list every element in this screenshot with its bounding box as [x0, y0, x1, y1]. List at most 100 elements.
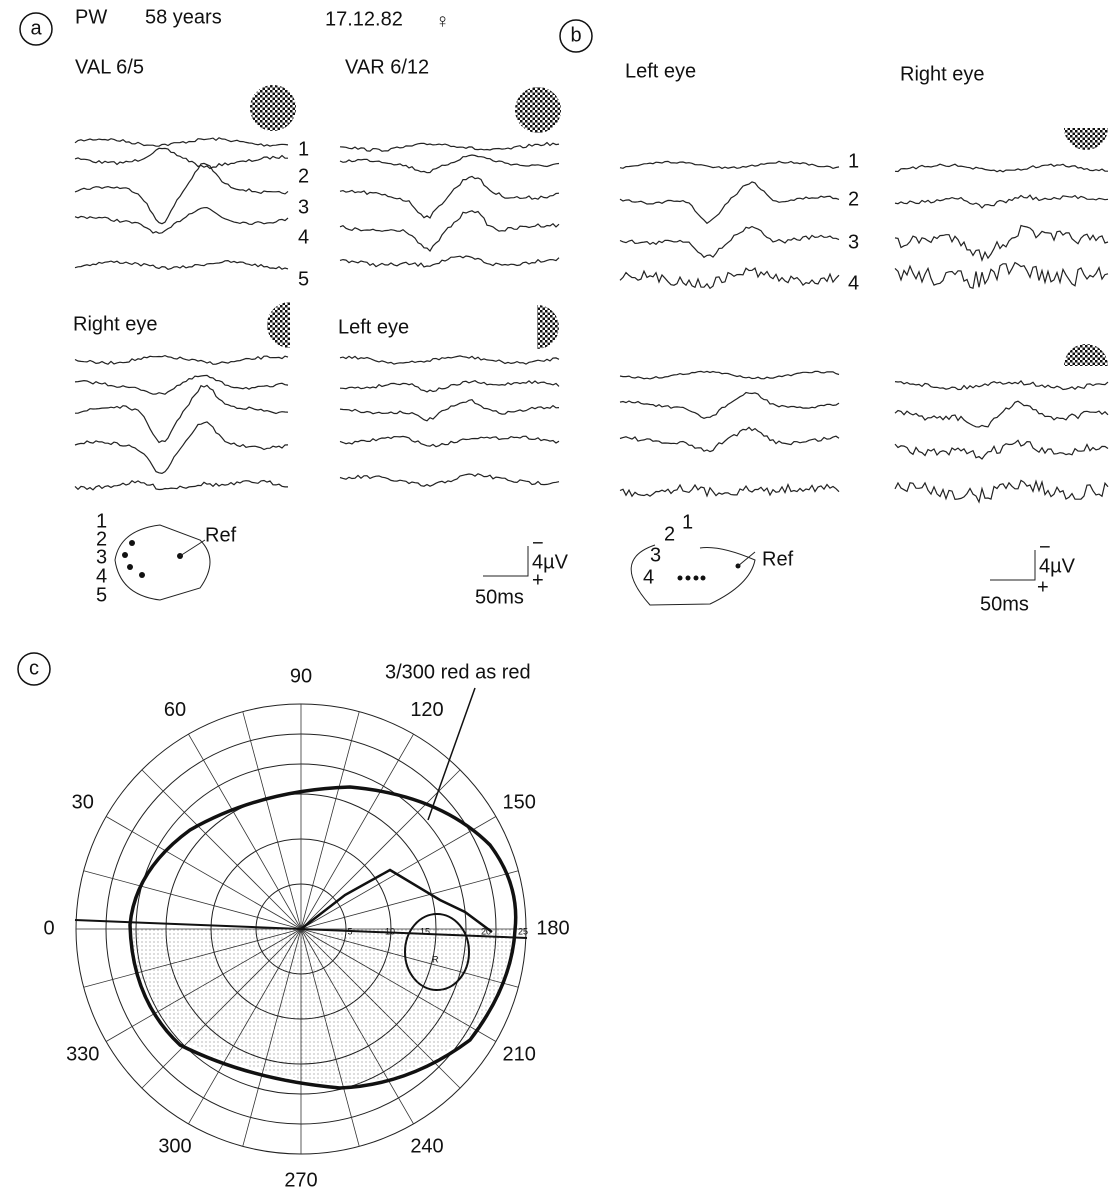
acuity-left: VAL 6/5: [75, 56, 144, 78]
patient: PW: [75, 6, 107, 28]
waveform: [340, 155, 559, 173]
waveform: [75, 138, 288, 146]
waveform: [75, 481, 288, 490]
stimulus: [1064, 128, 1108, 150]
scale-bar: [483, 546, 528, 576]
waveform: [75, 163, 288, 223]
date: 17.12.82: [325, 8, 403, 30]
stimulus: [1064, 344, 1108, 366]
waveform: [895, 381, 1108, 390]
waveform: [340, 381, 559, 392]
trace-number: 3: [848, 231, 859, 253]
angle-label: 150: [503, 791, 536, 813]
waveform: [340, 356, 559, 364]
waveform: [75, 208, 288, 234]
scale-time: 50ms: [980, 593, 1029, 615]
trace-number: 4: [298, 226, 309, 248]
waveform: [340, 176, 559, 218]
meridian: [106, 817, 301, 930]
angle-label: 240: [410, 1136, 443, 1158]
stimulus: [537, 305, 559, 349]
trace-number: 2: [848, 188, 859, 210]
waveform: [895, 263, 1108, 289]
waveform: [895, 195, 1108, 208]
page: {"panel_a": {"label": "a", "header": {"p…: [0, 0, 1119, 1189]
scale-amplitude: 4µV: [1039, 555, 1076, 577]
waveform: [75, 148, 288, 168]
waveform: [620, 393, 839, 419]
angle-label: 330: [66, 1043, 99, 1065]
panel-label: a: [30, 17, 42, 39]
meridian: [243, 712, 301, 929]
waveform: [895, 440, 1108, 459]
waveform: [895, 226, 1108, 261]
waveform: [75, 422, 288, 474]
trace-number: 1: [848, 150, 859, 172]
waveform: [620, 485, 839, 497]
stimulus: [515, 87, 561, 133]
trace-number: 5: [298, 268, 309, 290]
eccentricity-label: 20: [481, 926, 491, 936]
figure: a b c PW 58 years 17.12.82 ♀ VAL 6/5 VAR…: [0, 0, 1119, 1189]
eccentricity-label: 10: [385, 926, 395, 936]
waveform: [895, 401, 1108, 427]
trace-number: 2: [298, 165, 309, 187]
waveform: [620, 182, 839, 223]
waveform: [620, 427, 839, 451]
angle-label: 210: [503, 1043, 536, 1065]
scale-time: 50ms: [475, 586, 524, 608]
meridian: [301, 734, 414, 929]
perimetry-chart: [75, 688, 527, 1154]
angle-label: 60: [164, 699, 186, 721]
trace-number: 4: [848, 272, 859, 294]
meridian: [301, 712, 359, 929]
electrode-number: 3: [650, 544, 661, 566]
stimulus: [250, 85, 296, 131]
section-title: Left eye: [625, 60, 696, 82]
electrode-number: 4: [643, 566, 654, 588]
section-title: Right eye: [73, 313, 158, 335]
waveform: [340, 436, 559, 447]
waveform: [620, 268, 839, 288]
waveform: [620, 371, 839, 379]
acuity-right: VAR 6/12: [345, 56, 429, 78]
waveform: [895, 164, 1108, 172]
isopter-label: 3/300 red as red: [385, 661, 531, 683]
electrode-ref: Ref: [762, 548, 794, 570]
scale-bar: [990, 550, 1035, 580]
angle-label: 270: [284, 1169, 317, 1189]
angle-label: 0: [43, 917, 54, 939]
waveform: [340, 256, 559, 267]
waveform: [75, 375, 288, 394]
angle-label: 120: [410, 699, 443, 721]
scale-amplitude: 4µV: [532, 551, 569, 573]
age: 58 years: [145, 6, 222, 28]
meridian: [301, 871, 518, 929]
waveform: [620, 227, 839, 258]
meridian: [84, 871, 301, 929]
angle-label: 300: [158, 1136, 191, 1158]
waveform: [340, 474, 559, 486]
meridian: [301, 770, 460, 929]
panel-label: b: [570, 24, 581, 46]
shaded-field: [130, 929, 515, 1085]
section-title: Right eye: [900, 63, 985, 85]
section-title: Left eye: [338, 316, 409, 338]
electrode-number: 5: [96, 584, 107, 606]
eccentricity-label: 25: [518, 926, 528, 936]
electrode-number: 2: [664, 523, 675, 545]
waveform: [75, 356, 288, 365]
waveform: [895, 480, 1108, 502]
stimulus: [267, 302, 290, 348]
waveform: [340, 400, 559, 421]
eccentricity-label: 15: [420, 926, 430, 936]
angle-label: 90: [290, 665, 312, 687]
waveform: [620, 161, 839, 168]
scale-plus: +: [1037, 576, 1049, 598]
waveform: [75, 385, 288, 442]
eccentricity-label: 5: [347, 926, 352, 936]
angle-label: 180: [536, 917, 569, 939]
trace-number: 3: [298, 196, 309, 218]
electrode-ref: Ref: [205, 524, 237, 546]
waveform: [340, 211, 559, 251]
